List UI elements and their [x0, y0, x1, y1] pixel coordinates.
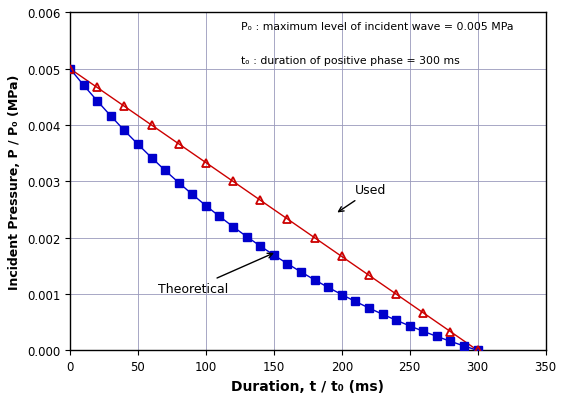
- Y-axis label: Incident Pressure, P / P₀ (MPa): Incident Pressure, P / P₀ (MPa): [8, 75, 21, 290]
- Text: tₒ : duration of positive phase = 300 ms: tₒ : duration of positive phase = 300 ms: [241, 55, 460, 65]
- Text: Pₒ : maximum level of incident wave = 0.005 MPa: Pₒ : maximum level of incident wave = 0.…: [241, 22, 514, 32]
- Text: Theoretical: Theoretical: [158, 253, 272, 295]
- X-axis label: Duration, t / t₀ (ms): Duration, t / t₀ (ms): [231, 379, 384, 393]
- Text: Used: Used: [338, 184, 386, 212]
